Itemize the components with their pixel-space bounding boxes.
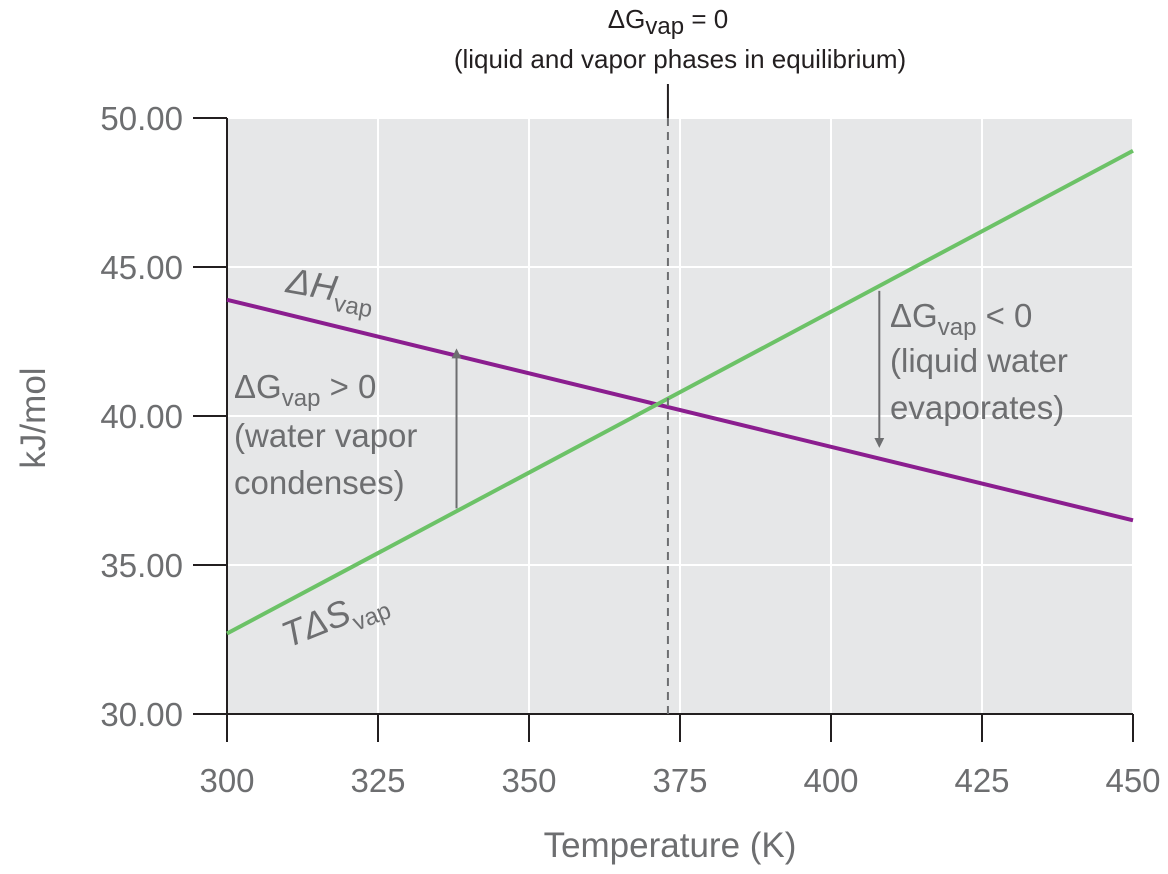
- annotation-right-line3: evaporates): [890, 389, 1064, 426]
- x-tick-label: 375: [652, 762, 707, 799]
- x-axis-ticks: 300 325 350 375 400 425 450: [199, 762, 1160, 799]
- equilibrium-label-line1: ΔGvap = 0: [608, 4, 728, 40]
- series-label-enthalpy: ΔHvap: [281, 259, 378, 323]
- y-tick-label: 45.00: [100, 249, 183, 286]
- y-tick-label: 50.00: [100, 100, 183, 137]
- y-axis-title: kJ/mol: [14, 367, 53, 468]
- series-line-1: [226, 149, 1134, 636]
- x-tick-label: 300: [199, 762, 254, 799]
- annotation-left-line2: (water vapor: [234, 417, 417, 454]
- annotation-right-line2: (liquid water: [890, 342, 1068, 379]
- annotation-left-line3: condenses): [234, 464, 405, 501]
- y-axis-ticks: 30.00 35.00 40.00 45.00 50.00: [100, 100, 183, 733]
- series-lines: [226, 149, 1134, 636]
- x-tick-label: 350: [501, 762, 556, 799]
- annotation-right-line1: ΔGvap < 0: [890, 297, 1032, 341]
- y-tick-label: 40.00: [100, 398, 183, 435]
- grid: [226, 117, 1134, 715]
- x-tick-label: 425: [954, 762, 1009, 799]
- x-tick-label: 450: [1105, 762, 1160, 799]
- x-tick-label: 400: [803, 762, 858, 799]
- series-line-0: [226, 297, 1134, 523]
- annotation-left-line1: ΔGvap > 0: [234, 368, 376, 412]
- axes: [193, 117, 1134, 742]
- annotations: [451, 84, 885, 714]
- x-axis-title: Temperature (K): [544, 826, 797, 865]
- y-tick-label: 30.00: [100, 696, 183, 733]
- x-tick-label: 325: [350, 762, 405, 799]
- y-tick-label: 35.00: [100, 547, 183, 584]
- equilibrium-label-line2: (liquid and vapor phases in equilibrium): [454, 44, 906, 74]
